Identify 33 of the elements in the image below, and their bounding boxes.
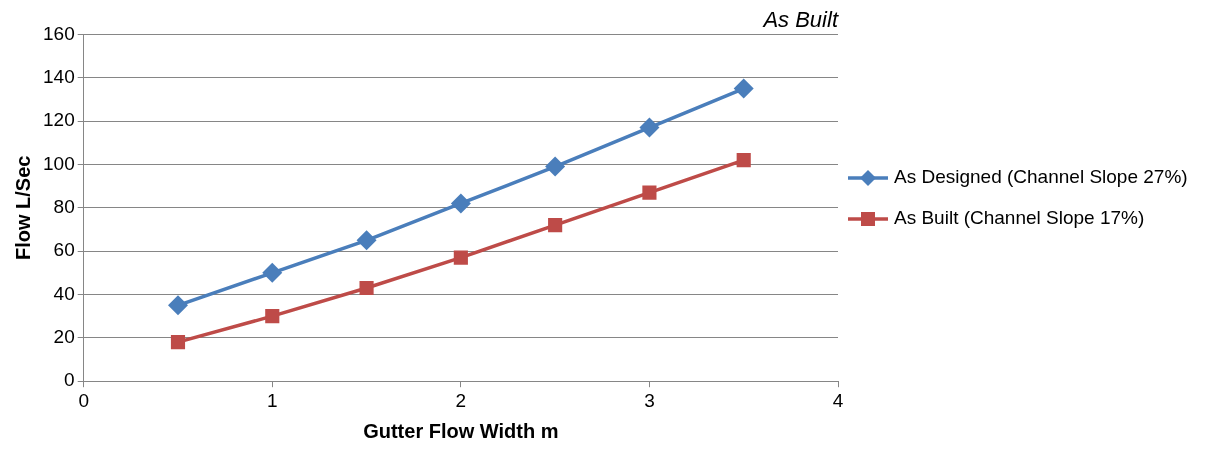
x-tick-label: 4 [832, 389, 844, 411]
y-tick-label: 60 [53, 239, 75, 261]
point [548, 218, 563, 233]
point [262, 262, 283, 283]
point [642, 185, 657, 200]
y-tick-label: 160 [43, 22, 75, 44]
legend-label: As Built (Channel Slope 17%) [894, 207, 1145, 229]
x-tick-label: 0 [78, 389, 89, 411]
y-tick-label: 100 [43, 152, 75, 174]
point [170, 335, 186, 350]
point [450, 193, 471, 214]
point [639, 117, 660, 138]
y-tick-label: 20 [53, 326, 75, 348]
y-tick-label: 40 [53, 282, 75, 304]
y-tick-label: 80 [53, 196, 75, 218]
y-tick-label: 0 [64, 369, 75, 391]
point [167, 295, 188, 316]
point [733, 78, 754, 99]
point [356, 230, 377, 251]
point [736, 153, 751, 168]
chart-title: As Built [761, 7, 839, 33]
point [453, 250, 468, 265]
y-tick-label: 120 [43, 109, 75, 131]
y-axis-title: Flow L/Sec [11, 155, 34, 261]
x-tick-label: 1 [266, 389, 278, 411]
x-axis-title: Gutter Flow Width m [363, 419, 559, 442]
x-tick-label: 3 [644, 389, 655, 411]
point [359, 280, 374, 296]
legend-label: As Designed (Channel Slope 27%) [894, 166, 1188, 188]
point [265, 309, 280, 324]
y-tick-label: 140 [43, 65, 75, 87]
x-tick-label: 2 [455, 389, 467, 411]
point [545, 156, 566, 177]
